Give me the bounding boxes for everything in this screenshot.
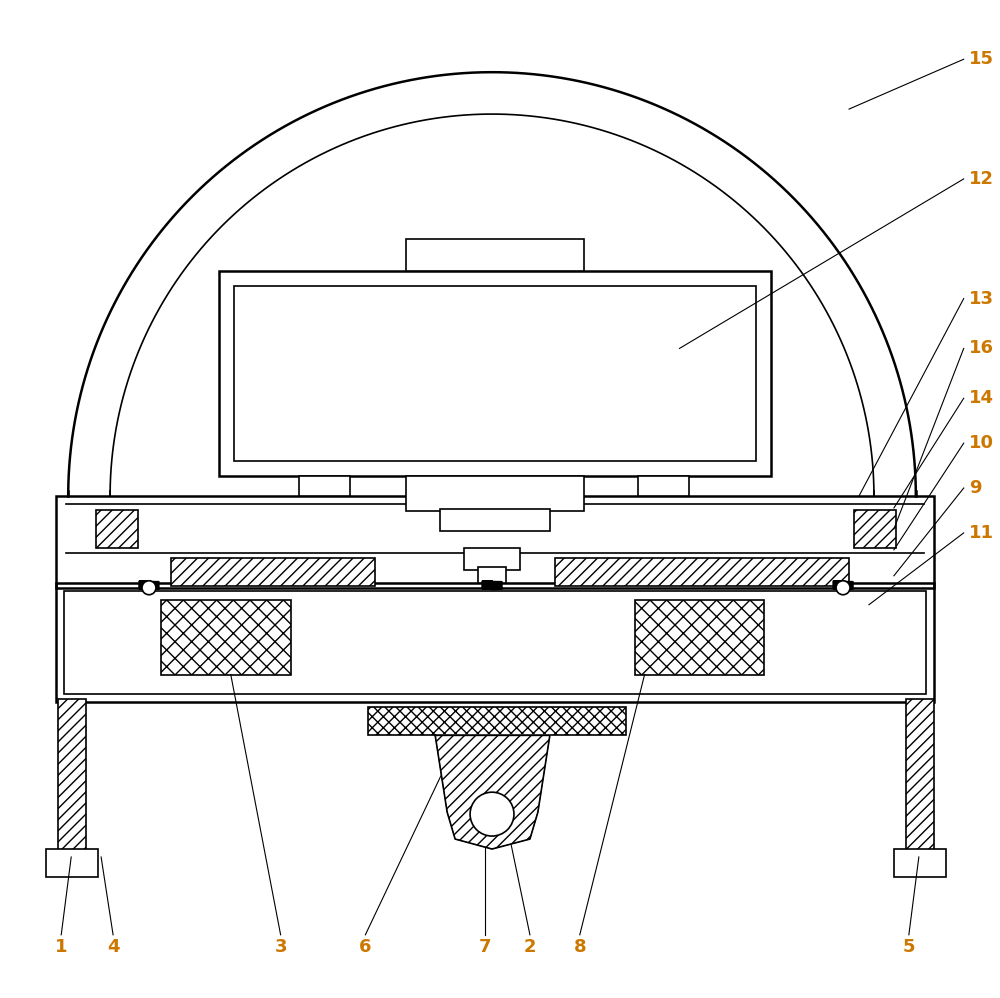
Text: 12: 12 [969,170,994,188]
Text: 15: 15 [969,50,994,68]
Text: 9: 9 [969,479,981,497]
Text: 13: 13 [969,289,994,307]
Bar [906,700,934,857]
Bar [64,591,926,695]
Bar [406,239,584,270]
Text: 5: 5 [903,938,915,956]
Text: 2: 2 [524,938,536,956]
Bar [478,567,506,583]
Circle shape [836,581,850,595]
Bar [894,849,946,877]
Bar [219,270,771,476]
Bar [368,708,626,736]
Text: 3: 3 [274,938,287,956]
Bar [46,849,98,877]
Text: 11: 11 [969,524,994,542]
Bar [299,476,350,496]
Bar [464,548,520,570]
Circle shape [470,792,514,836]
Circle shape [142,581,156,595]
Text: 8: 8 [573,938,586,956]
Text: 6: 6 [359,938,372,956]
Text: 10: 10 [969,434,994,452]
Text: 7: 7 [479,938,491,956]
Polygon shape [435,736,550,849]
Bar [234,285,756,461]
Bar [406,476,584,511]
Bar [555,558,849,586]
Text: 1: 1 [55,938,67,956]
Bar [638,476,689,496]
Text: 4: 4 [107,938,119,956]
Bar [56,583,934,703]
Bar [56,496,934,588]
Bar [171,558,375,586]
Text: 14: 14 [969,389,994,407]
Bar [161,600,291,675]
Bar [58,700,86,857]
Text: 16: 16 [969,339,994,357]
Bar [854,510,896,548]
Bar [96,510,138,548]
Bar [635,600,764,675]
Bar [440,509,550,531]
